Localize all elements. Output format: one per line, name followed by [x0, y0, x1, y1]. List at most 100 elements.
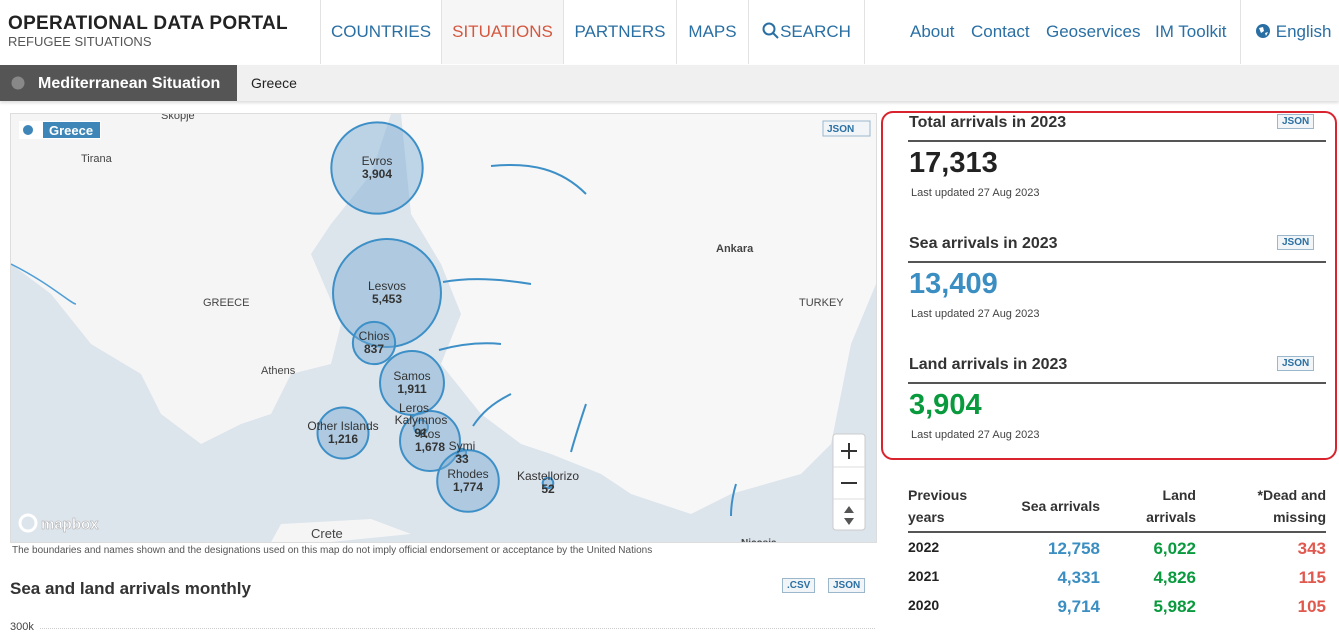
point-name: Samos — [393, 369, 430, 383]
place-name: GREECE — [203, 297, 249, 309]
table-cell: 6,022 — [1153, 539, 1196, 558]
point-value: 1,774 — [453, 480, 483, 494]
table-rule — [908, 531, 1326, 533]
table-cell: 2022 — [908, 539, 940, 555]
arrival-circle — [436, 449, 500, 513]
json-button-label: JSON — [827, 124, 854, 135]
csv-button[interactable]: .CSV — [782, 578, 816, 593]
table-cell: 12,758 — [1048, 539, 1100, 558]
json-button[interactable]: JSON — [1277, 356, 1315, 371]
land — [11, 114, 391, 444]
table-cell: 5,982 — [1153, 597, 1196, 616]
stat-value: 3,904 — [909, 389, 982, 421]
nav-item[interactable]: SEARCH — [748, 0, 865, 64]
table-cell: 115 — [1298, 568, 1326, 587]
mapbox-logo — [18, 513, 38, 533]
point-value: 1,678 — [415, 440, 445, 454]
boundary — [11, 263, 77, 305]
map-label[interactable]: Greece — [19, 121, 101, 139]
stat-value: 13,409 — [909, 268, 998, 300]
point-name: Kos — [420, 427, 441, 441]
stat-rule — [908, 382, 1326, 384]
header-link[interactable]: About — [910, 22, 955, 41]
table-cell: 2021 — [908, 568, 940, 584]
table-cell: 2020 — [908, 597, 940, 613]
nav-item[interactable]: SITUATIONS — [441, 0, 563, 64]
stat-rule — [908, 261, 1326, 263]
portal-title[interactable]: OPERATIONAL DATA PORTAL — [8, 13, 288, 34]
json-button[interactable]: JSON — [1277, 114, 1315, 129]
place-name: Nicosia — [741, 538, 777, 543]
arrival-circle — [330, 121, 424, 215]
nav-item[interactable]: PARTNERS — [563, 0, 676, 64]
zoom-controls[interactable] — [832, 433, 866, 531]
header-link[interactable]: Geoservices — [1046, 22, 1141, 41]
json-button[interactable] — [822, 120, 871, 137]
table-header: Sea arrivals — [1021, 498, 1100, 514]
point-name: Leros — [399, 401, 429, 415]
table-header: Previous years — [908, 487, 968, 525]
highlight-box — [881, 111, 1337, 460]
place-name: Athens — [261, 365, 296, 377]
point-name: Evros — [362, 154, 393, 168]
search-icon — [762, 22, 779, 39]
portal-subtitle: REFUGEE SITUATIONS — [8, 34, 152, 49]
table-header: Land arrivals — [1146, 487, 1196, 525]
table-cell: 343 — [1297, 539, 1326, 558]
globe-icon — [11, 76, 25, 90]
point-value: 1,216 — [328, 432, 358, 446]
land — [11, 114, 876, 514]
point-name: Kastellorizo — [517, 469, 579, 483]
breadcrumb-country[interactable]: Greece — [251, 75, 297, 91]
place-name: TURKEY — [799, 297, 844, 309]
point-value: 91 — [414, 426, 428, 440]
breadcrumb-label: Mediterranean Situation — [38, 75, 221, 92]
separator — [1240, 0, 1241, 64]
map-label-text: Greece — [49, 123, 93, 138]
point-value: 837 — [364, 342, 384, 356]
land — [271, 519, 411, 542]
table-cell: 105 — [1297, 597, 1326, 616]
language[interactable]: English — [1255, 0, 1332, 64]
arrival-circle — [332, 238, 442, 348]
nav-item[interactable]: COUNTRIES — [320, 0, 441, 64]
point-name: Symi — [449, 439, 476, 453]
table-cell: 4,331 — [1057, 568, 1100, 587]
place-name: Tirana — [81, 153, 113, 165]
place-name: Crete — [311, 526, 343, 541]
arrival-circle — [541, 476, 555, 490]
header-link[interactable]: Contact — [971, 22, 1030, 41]
stat-value: 17,313 — [909, 147, 998, 179]
nav-item[interactable]: MAPS — [676, 0, 748, 64]
attribution: mapbox — [41, 516, 99, 533]
language-label: English — [1275, 22, 1332, 41]
section-title: Sea and land arrivals monthly — [10, 579, 251, 598]
breadcrumb-situation[interactable]: Mediterranean Situation — [0, 65, 237, 101]
stat-rule — [908, 140, 1326, 142]
globe-icon — [1256, 24, 1270, 38]
point-value: 33 — [455, 452, 469, 466]
point-value: 3,904 — [362, 167, 392, 181]
place-name: Skopje — [161, 113, 195, 122]
header-link[interactable]: IM Toolkit — [1155, 22, 1227, 41]
table-header: *Dead and missing — [1257, 487, 1326, 525]
point-name: Chios — [359, 329, 390, 343]
grid-line — [40, 628, 875, 629]
stat-updated: Last updated 27 Aug 2023 — [911, 308, 1040, 320]
flow-arrows — [438, 163, 737, 517]
map[interactable]: Greece JSON mapbox Skopje Tirana GREECE Ath… — [10, 113, 877, 543]
point-value: 52 — [541, 482, 555, 496]
nav-label: SEARCH — [780, 22, 851, 41]
stat-updated: Last updated 27 Aug 2023 — [911, 187, 1040, 199]
stat-updated: Last updated 27 Aug 2023 — [911, 429, 1040, 441]
arrival-circle — [399, 410, 461, 472]
arrival-circle — [351, 320, 397, 366]
point-name: Rhodes — [447, 467, 488, 481]
arrival-circle — [379, 350, 445, 416]
disclaimer: The boundaries and names shown and the d… — [12, 545, 653, 556]
point-value: 1,911 — [397, 382, 427, 396]
json-button[interactable]: JSON — [1277, 235, 1315, 250]
table-cell: 4,826 — [1153, 568, 1196, 587]
json-button[interactable]: JSON — [828, 578, 866, 593]
